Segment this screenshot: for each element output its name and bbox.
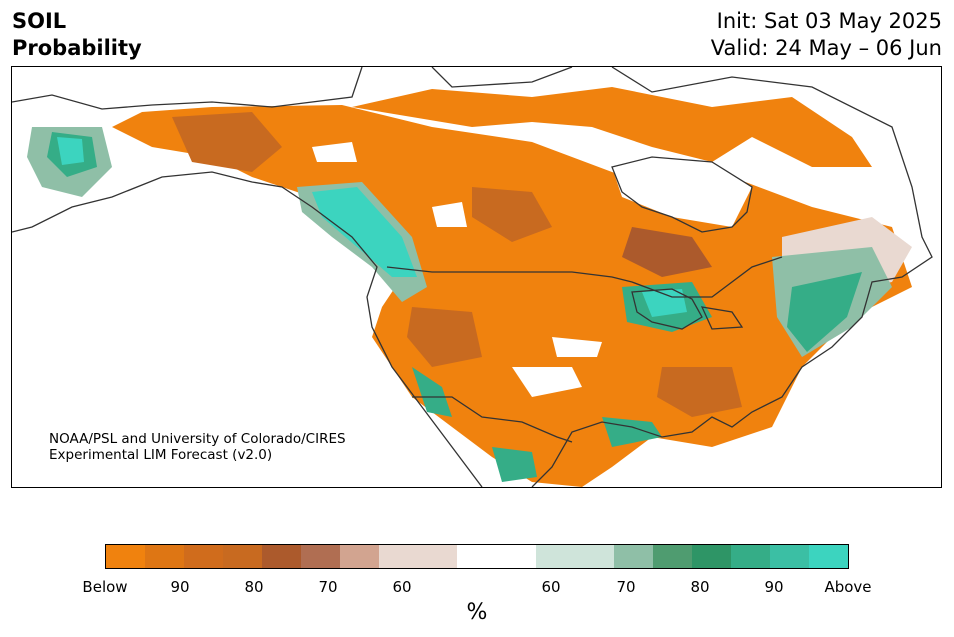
north-america-map [12,67,933,487]
credit-line-2: Experimental LIM Forecast (v2.0) [49,447,273,463]
colorbar-tick-label: 70 [318,578,338,596]
shade-above-pnw-max [312,187,417,277]
colorbar-tick-label: Above [824,578,872,596]
colorbar-segment [691,545,731,568]
shade-above-ne-strong [787,272,862,352]
colorbar-segment [262,545,302,568]
forecast-dates: Init: Sat 03 May 2025 Valid: 24 May – 06… [711,8,942,62]
shade-neutral-2 [512,367,582,397]
init-date: Init: Sat 03 May 2025 [716,9,942,33]
colorbar-tick-label: 80 [690,578,710,596]
credit-text: NOAA/PSL and University of Colorado/CIRE… [49,431,346,463]
map-panel [11,66,942,488]
shade-neutral-3 [552,337,602,357]
shade-above-alaska-max [57,137,84,165]
colorbar-tick-label: 60 [392,578,412,596]
shade-below-dark-4 [407,307,482,367]
shade-below-dark-1 [172,112,282,172]
colorbar-segment [340,545,380,568]
boundaries [12,67,933,487]
colorbar-segment [301,545,341,568]
canada-us-border [386,256,783,298]
colorbar-segment [808,545,848,568]
credit-line-1: NOAA/PSL and University of Colorado/CIRE… [49,431,346,447]
colorbar-segment [535,545,614,568]
us-mexico-border [412,396,573,443]
great-lakes [631,288,744,330]
colorbar-segment [769,545,809,568]
shade-above-mexico [492,447,537,482]
shade-below-dark-2 [472,187,552,242]
colorbar-segment [223,545,263,568]
shade-below-dark-3 [622,227,712,277]
colorbar-segment [379,545,458,568]
hudson-bay-coast [611,156,753,233]
colorbar-segment [730,545,770,568]
colorbar-tick-label: 60 [541,578,561,596]
colorbar-segment [145,545,185,568]
coastline-outline [12,67,933,487]
shade-above-baja [412,367,452,417]
colorbar-tick-label: 70 [616,578,636,596]
colorbar [105,544,849,569]
shade-below-arctic [352,87,872,167]
colorbar-segment [613,545,653,568]
colorbar-segment [184,545,224,568]
valid-period: Valid: 24 May – 06 Jun [710,36,942,60]
shade-neutral-4 [312,142,357,162]
shade-neutral-1 [432,202,467,227]
probability-shading [27,87,912,487]
shade-neutral-hudson [612,162,752,227]
colorbar-segment [457,545,536,568]
colorbar-unit: % [466,600,488,625]
colorbar-segment [652,545,692,568]
colorbar-segment [106,545,146,568]
colorbar-tick-label: 90 [764,578,784,596]
map-title: SOIL Probability [12,8,142,62]
title-metric: Probability [12,36,142,60]
colorbar-tick-label: Below [82,578,128,596]
shade-above-lakes-max [642,289,687,317]
title-variable: SOIL [12,9,67,33]
colorbar-tick-label: 90 [170,578,190,596]
shade-below-dark-5 [657,367,742,417]
colorbar-tick-label: 80 [244,578,264,596]
